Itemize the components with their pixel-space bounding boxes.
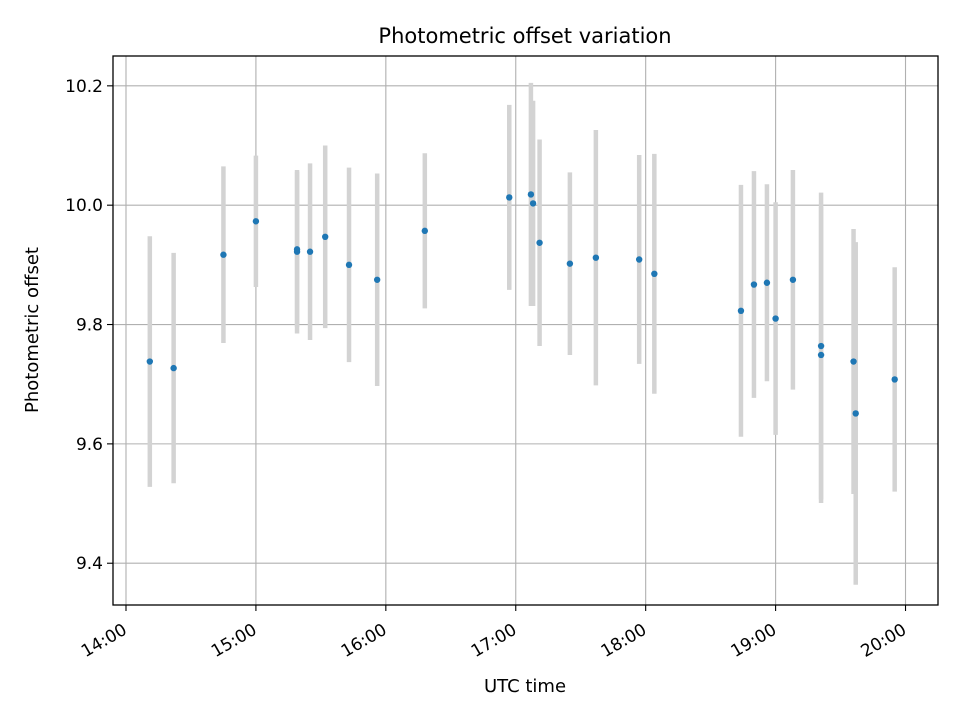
data-point <box>345 261 353 269</box>
data-point <box>772 315 779 322</box>
data-point <box>817 351 825 359</box>
data-point <box>146 358 154 365</box>
data-point <box>306 248 314 255</box>
data-point <box>635 256 643 263</box>
data-point <box>529 200 537 207</box>
data-point <box>789 276 797 283</box>
data-point <box>850 358 857 365</box>
data-point <box>220 251 227 258</box>
y-tick-label: 10.2 <box>65 77 103 97</box>
point-layer <box>146 191 898 417</box>
data-point <box>566 260 574 267</box>
data-point <box>737 307 745 315</box>
y-tick-label: 9.8 <box>76 316 103 336</box>
data-point <box>252 218 260 225</box>
data-point <box>817 342 825 350</box>
data-point <box>322 233 329 241</box>
data-point <box>750 281 758 288</box>
data-point <box>592 254 600 261</box>
data-point <box>506 194 513 201</box>
data-point <box>421 227 429 235</box>
data-point <box>170 364 177 372</box>
x-axis-title: UTC time <box>484 676 566 697</box>
y-tick-label: 10.0 <box>65 196 103 216</box>
axes-frame <box>112 55 939 606</box>
chart-title: Photometric offset variation <box>378 24 671 48</box>
y-tick-label: 9.4 <box>76 554 103 574</box>
data-point <box>536 239 543 246</box>
data-point <box>373 276 381 283</box>
data-point <box>527 191 535 198</box>
data-point <box>891 376 898 383</box>
data-point <box>651 270 658 278</box>
data-point <box>293 246 301 253</box>
data-point <box>852 410 859 417</box>
y-tick-label: 9.6 <box>76 435 103 455</box>
data-point <box>763 279 771 286</box>
y-axis-title: Photometric offset <box>22 247 43 413</box>
